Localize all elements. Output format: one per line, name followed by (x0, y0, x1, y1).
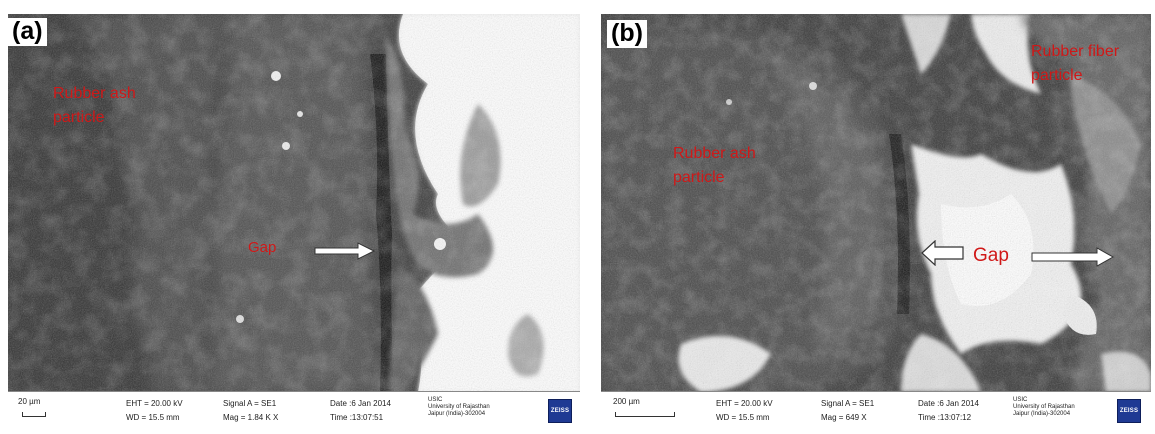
rubber-fiber-label-b-line2: particle (1031, 67, 1083, 84)
sem-panel-b: (b) Rubber fiber particle Rubber ash par… (601, 14, 1151, 430)
gap-label-b: Gap (973, 245, 1009, 266)
institution-b: USIC University of Rajasthan Jaipur (Ind… (1013, 397, 1075, 418)
institution-b-line1: USIC (1013, 397, 1028, 403)
scale-bar-a (22, 412, 46, 417)
right-arrow-icon (1031, 247, 1115, 267)
eht-b: EHT = 20.00 kV (716, 399, 773, 408)
signal-b: Signal A = SE1 (821, 399, 875, 408)
rubber-ash-label-a-line2: particle (53, 109, 105, 126)
time-a: Time :13:07:51 (330, 413, 384, 422)
rubber-ash-label-a-line1: Rubber ash (53, 85, 136, 102)
rubber-ash-label-b-line2: particle (673, 169, 725, 186)
date-b: Date :6 Jan 2014 (918, 399, 979, 408)
rubber-ash-label-b-line1: Rubber ash (673, 145, 756, 162)
sem-micrograph-b (601, 14, 1151, 392)
institution-a-line3: Jaipur (India)-302004 (428, 411, 486, 417)
sem-databar-b: 200 µm EHT = 20.00 kV WD = 15.5 mm Signa… (601, 391, 1151, 430)
panel-letter-b: (b) (607, 20, 647, 48)
right-arrow-icon (314, 242, 376, 260)
panel-letter-a: (a) (8, 18, 47, 46)
institution-b-line3: Jaipur (India)-302004 (1013, 411, 1071, 417)
sem-databar-a: 20 µm EHT = 20.00 kV WD = 15.5 mm Signal… (8, 391, 580, 430)
mag-a: Mag = 1.84 K X (223, 413, 279, 422)
wd-b: WD = 15.5 mm (716, 413, 770, 422)
time-b: Time :13:07:12 (918, 413, 972, 422)
scale-label-a: 20 µm (18, 397, 41, 406)
zeiss-logo: ZEISS (548, 399, 572, 423)
scale-label-b: 200 µm (613, 397, 640, 406)
eht-a: EHT = 20.00 kV (126, 399, 183, 408)
wd-a: WD = 15.5 mm (126, 413, 180, 422)
date-a: Date :6 Jan 2014 (330, 399, 391, 408)
mag-b: Mag = 649 X (821, 413, 867, 422)
zeiss-logo: ZEISS (1117, 399, 1141, 423)
sem-micrograph-a (8, 14, 580, 392)
rubber-ash-label-b: Rubber ash particle (673, 142, 756, 190)
gap-label-a: Gap (248, 239, 277, 256)
institution-a-line1: USIC (428, 397, 443, 403)
left-arrow-icon (921, 240, 964, 266)
rubber-fiber-label-b: Rubber fiber particle (1031, 40, 1119, 88)
rubber-fiber-label-b-line1: Rubber fiber (1031, 43, 1120, 60)
institution-a-line2: University of Rajasthan (428, 404, 490, 410)
institution-a: USIC University of Rajasthan Jaipur (Ind… (428, 397, 490, 418)
signal-a: Signal A = SE1 (223, 399, 277, 408)
scale-bar-b (615, 412, 675, 417)
institution-b-line2: University of Rajasthan (1013, 404, 1075, 410)
rubber-ash-label-a: Rubber ash particle (53, 82, 136, 130)
sem-panel-a: (a) Rubber ash particle Gap 20 µm EHT = … (8, 14, 580, 430)
